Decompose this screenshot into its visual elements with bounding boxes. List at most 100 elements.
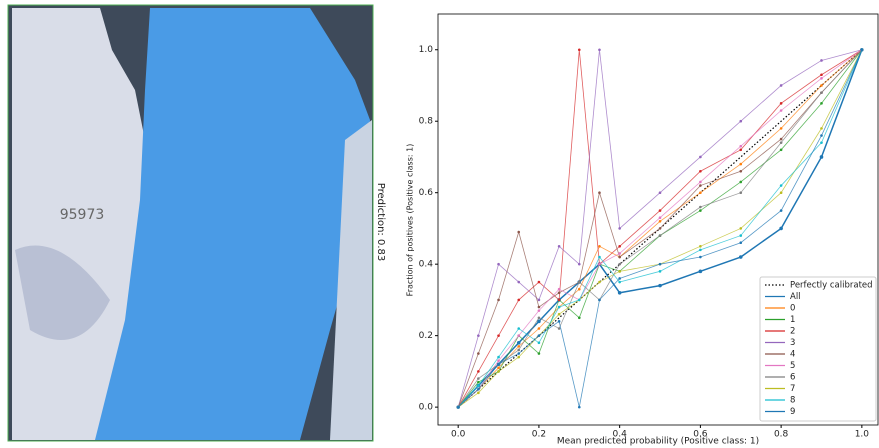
point <box>739 180 743 184</box>
point <box>598 298 601 302</box>
y-tick-label: 0.8 <box>419 117 434 127</box>
point <box>537 341 541 345</box>
y-tick-label: 0.4 <box>419 260 434 270</box>
point <box>739 191 743 194</box>
point <box>739 241 743 245</box>
point <box>618 245 621 248</box>
point <box>699 248 702 252</box>
point <box>779 84 783 87</box>
legend-label: 1 <box>790 315 795 325</box>
legend-label: 3 <box>790 338 795 348</box>
point <box>517 327 521 330</box>
legend-label: 9 <box>790 407 795 417</box>
point <box>820 73 823 77</box>
legend-label: All <box>790 292 801 302</box>
point <box>779 141 783 144</box>
series-line <box>457 49 863 408</box>
point <box>517 280 521 284</box>
point <box>699 245 702 248</box>
point <box>557 327 561 330</box>
chart: Mean predicted probability (Positive cla… <box>406 13 879 447</box>
point <box>739 169 743 173</box>
point <box>860 48 864 52</box>
point <box>779 184 783 187</box>
point <box>537 352 541 355</box>
point <box>598 262 601 266</box>
point <box>477 380 480 384</box>
point <box>477 352 480 355</box>
point <box>537 298 541 302</box>
point <box>618 252 621 255</box>
point <box>820 77 823 80</box>
legend-label: 4 <box>790 350 795 360</box>
point <box>658 191 662 194</box>
point <box>517 334 521 337</box>
right-carcass <box>330 120 372 440</box>
point <box>477 384 480 387</box>
point <box>557 298 561 302</box>
prediction-label: Prediction: 0.83 <box>375 183 386 262</box>
point <box>779 209 783 212</box>
legend-label: Perfectly calibrated <box>790 281 873 291</box>
y-tick-label: 0.2 <box>419 331 433 341</box>
point <box>598 245 601 248</box>
point <box>618 270 621 273</box>
point <box>577 316 581 320</box>
point <box>477 377 480 380</box>
point <box>497 359 500 362</box>
legend-label: 7 <box>790 384 795 394</box>
carcass-shadow <box>15 245 110 340</box>
x-axis-label: Mean predicted probability (Positive cla… <box>557 437 759 447</box>
point <box>577 405 581 409</box>
image-text: 95973 <box>60 207 105 223</box>
y-tick-label: 0.6 <box>419 188 434 198</box>
point <box>820 134 823 137</box>
point <box>699 169 702 173</box>
point <box>658 234 662 237</box>
point <box>658 262 662 266</box>
point <box>699 155 702 159</box>
point <box>739 144 743 148</box>
x-tick-label: 0.8 <box>774 430 789 440</box>
point <box>577 48 581 52</box>
point <box>497 334 500 337</box>
point <box>497 362 500 366</box>
point <box>779 102 783 105</box>
point <box>577 280 581 284</box>
point <box>699 205 702 209</box>
segmentation-mask <box>95 8 370 440</box>
point <box>617 290 622 295</box>
point <box>477 334 480 337</box>
x-tick-label: 1.0 <box>855 430 870 440</box>
point <box>658 219 662 223</box>
point <box>517 348 521 352</box>
point <box>598 255 601 259</box>
point <box>497 366 500 370</box>
point <box>557 291 561 295</box>
legend-box <box>759 276 877 422</box>
point <box>557 312 561 316</box>
point <box>577 262 581 266</box>
point <box>739 234 743 237</box>
photo: 95973 <box>7 4 374 442</box>
point <box>497 355 500 359</box>
point <box>658 209 662 212</box>
point <box>658 270 662 273</box>
point <box>618 227 621 230</box>
point <box>779 137 783 141</box>
legend-label: 8 <box>790 396 795 406</box>
point <box>598 48 601 52</box>
point <box>699 191 702 194</box>
x-tick-label: 0.2 <box>532 430 546 440</box>
point <box>658 227 662 230</box>
point <box>820 141 823 144</box>
point <box>699 180 702 184</box>
point <box>517 345 521 348</box>
y-tick-label: 1.0 <box>419 45 434 55</box>
point <box>537 309 541 312</box>
point <box>739 148 743 152</box>
point <box>698 269 703 274</box>
y-tick-label: 0.0 <box>419 403 434 413</box>
point <box>820 127 823 130</box>
